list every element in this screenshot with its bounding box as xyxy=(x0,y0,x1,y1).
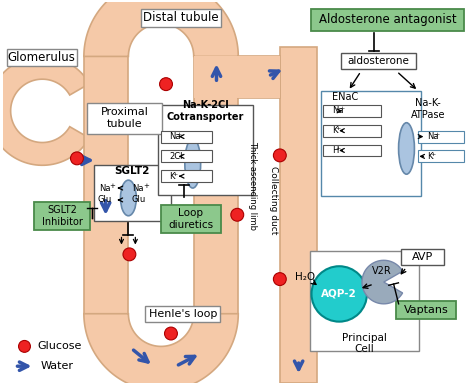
Text: Water: Water xyxy=(40,361,73,371)
Polygon shape xyxy=(84,314,238,385)
Text: +: + xyxy=(430,152,436,157)
Text: K: K xyxy=(169,172,174,181)
Text: Glomerulus: Glomerulus xyxy=(8,51,75,64)
Text: +: + xyxy=(176,132,182,137)
Circle shape xyxy=(18,340,30,352)
Text: K: K xyxy=(427,152,433,161)
Text: Glu: Glu xyxy=(98,196,112,204)
Text: Principal
Cell: Principal Cell xyxy=(341,333,386,354)
Text: Na: Na xyxy=(99,184,110,192)
Text: Glucose: Glucose xyxy=(37,341,82,352)
Text: SGLT2: SGLT2 xyxy=(115,166,150,176)
Circle shape xyxy=(231,208,244,221)
Circle shape xyxy=(123,248,136,261)
FancyBboxPatch shape xyxy=(310,251,419,352)
Text: H₂O: H₂O xyxy=(294,272,315,282)
FancyBboxPatch shape xyxy=(7,49,77,66)
FancyBboxPatch shape xyxy=(161,151,211,162)
FancyBboxPatch shape xyxy=(396,301,456,319)
Circle shape xyxy=(273,273,286,286)
FancyBboxPatch shape xyxy=(161,205,221,233)
Text: Proximal
tubule: Proximal tubule xyxy=(100,107,148,129)
Text: Na: Na xyxy=(427,132,439,141)
Text: Loop
diuretics: Loop diuretics xyxy=(168,208,213,229)
Text: Aldosterone antagonist: Aldosterone antagonist xyxy=(319,13,456,26)
Circle shape xyxy=(71,152,83,165)
Text: Na: Na xyxy=(332,106,344,115)
Text: Na-K-
ATPase: Na-K- ATPase xyxy=(411,98,446,120)
Bar xyxy=(194,57,238,314)
Text: AVP: AVP xyxy=(412,252,433,262)
Bar xyxy=(280,47,318,383)
Text: +: + xyxy=(172,172,178,177)
Circle shape xyxy=(160,78,173,90)
FancyBboxPatch shape xyxy=(35,202,90,229)
FancyBboxPatch shape xyxy=(321,91,421,196)
Text: SGLT2
Inhibitor: SGLT2 Inhibitor xyxy=(42,205,82,226)
Text: +: + xyxy=(336,146,341,151)
Text: 2Cl: 2Cl xyxy=(169,152,182,161)
FancyBboxPatch shape xyxy=(94,165,171,221)
FancyBboxPatch shape xyxy=(311,9,464,31)
Polygon shape xyxy=(84,0,238,57)
Text: Na: Na xyxy=(169,132,181,141)
FancyBboxPatch shape xyxy=(419,131,464,142)
FancyBboxPatch shape xyxy=(87,103,162,134)
Text: ENaC: ENaC xyxy=(332,92,358,102)
Text: +: + xyxy=(109,183,116,189)
Text: V2R: V2R xyxy=(372,266,392,276)
Ellipse shape xyxy=(399,123,414,174)
FancyBboxPatch shape xyxy=(161,170,211,182)
Text: +: + xyxy=(339,106,345,111)
FancyBboxPatch shape xyxy=(145,306,220,321)
Bar xyxy=(238,57,280,98)
Text: K: K xyxy=(332,126,338,135)
FancyBboxPatch shape xyxy=(141,9,221,27)
Bar xyxy=(84,57,128,314)
Circle shape xyxy=(273,149,286,162)
FancyBboxPatch shape xyxy=(401,249,444,265)
Ellipse shape xyxy=(185,139,201,188)
FancyBboxPatch shape xyxy=(419,151,464,162)
Text: Henle's loop: Henle's loop xyxy=(149,309,217,319)
Text: AQP-2: AQP-2 xyxy=(321,289,357,299)
FancyBboxPatch shape xyxy=(323,144,381,156)
Text: Collecting duct: Collecting duct xyxy=(269,166,278,234)
Text: Vaptans: Vaptans xyxy=(404,305,449,315)
Text: H: H xyxy=(332,146,338,155)
Text: +: + xyxy=(143,183,149,189)
Text: Distal tubule: Distal tubule xyxy=(143,11,219,24)
FancyBboxPatch shape xyxy=(158,105,253,195)
Text: Glu: Glu xyxy=(131,196,146,204)
Polygon shape xyxy=(362,260,402,304)
Text: Na: Na xyxy=(133,184,144,192)
Text: +: + xyxy=(435,132,440,137)
Text: Na-K-2Cl
Cotransporter: Na-K-2Cl Cotransporter xyxy=(167,100,244,122)
Circle shape xyxy=(164,327,177,340)
Bar xyxy=(194,57,280,98)
FancyBboxPatch shape xyxy=(323,105,381,117)
Polygon shape xyxy=(0,57,90,165)
Text: aldosterone: aldosterone xyxy=(348,56,410,66)
FancyBboxPatch shape xyxy=(161,131,211,142)
Text: Thick ascending limb: Thick ascending limb xyxy=(247,141,256,229)
Ellipse shape xyxy=(120,180,137,216)
Circle shape xyxy=(311,266,367,321)
FancyBboxPatch shape xyxy=(341,54,416,69)
Text: -: - xyxy=(181,152,183,157)
Text: +: + xyxy=(336,126,341,131)
FancyBboxPatch shape xyxy=(323,125,381,137)
